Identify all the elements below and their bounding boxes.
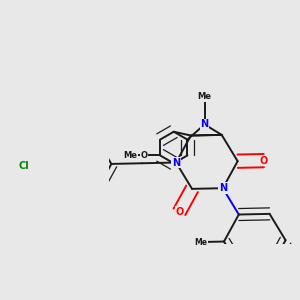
Text: Me: Me bbox=[198, 92, 212, 101]
Text: N: N bbox=[200, 119, 208, 129]
Text: Me: Me bbox=[194, 238, 207, 247]
Text: O: O bbox=[260, 156, 268, 166]
Text: N: N bbox=[172, 158, 180, 167]
Text: Me: Me bbox=[124, 151, 138, 160]
Text: Cl: Cl bbox=[18, 161, 29, 171]
Text: O: O bbox=[140, 151, 147, 160]
Text: O: O bbox=[175, 207, 184, 217]
Text: N: N bbox=[219, 183, 227, 193]
